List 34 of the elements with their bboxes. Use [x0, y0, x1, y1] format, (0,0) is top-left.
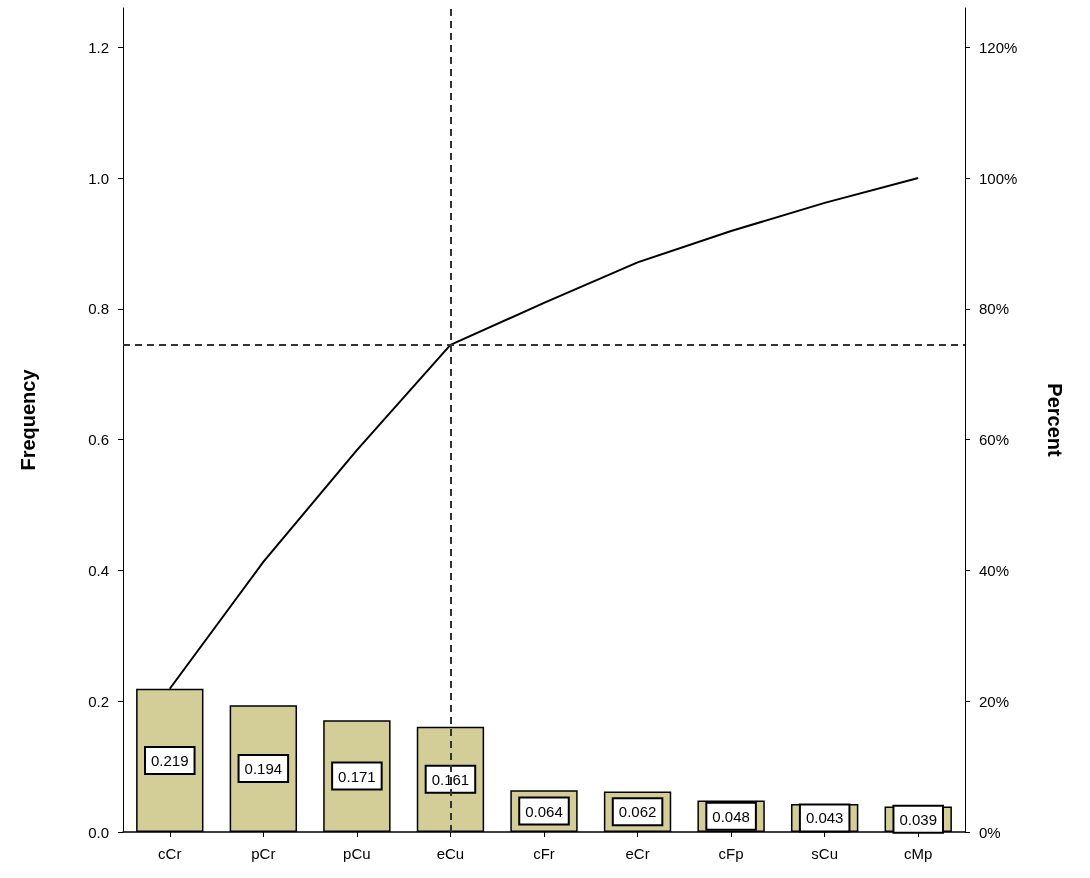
x-tick-label: cMp — [904, 845, 933, 862]
y2-tick-label: 100% — [979, 169, 1018, 187]
data-label: 0.171 — [338, 767, 376, 785]
data-label: 0.062 — [618, 803, 657, 821]
y2-axis-title: Percent — [1044, 383, 1066, 458]
y-tick-label: 0.0 — [88, 823, 109, 841]
y-tick-label: 0.8 — [88, 300, 109, 318]
data-label: 0.043 — [805, 809, 844, 827]
x-tick-label: cFp — [718, 845, 744, 862]
x-tick-label: pCu — [343, 845, 371, 862]
x-tick-label: pCr — [251, 845, 276, 862]
y-tick-label: 0.2 — [88, 692, 109, 710]
data-label: 0.039 — [899, 810, 937, 828]
y2-tick-label: 120% — [979, 38, 1018, 56]
data-label: 0.064 — [525, 802, 563, 820]
y2-tick-label: 0% — [979, 823, 1001, 841]
y2-tick-label: 80% — [979, 300, 1010, 318]
y-tick-label: 1.2 — [88, 38, 109, 56]
y2-tick-label: 60% — [979, 431, 1010, 449]
data-label: 0.048 — [712, 807, 750, 825]
x-tick-label: eCu — [436, 845, 465, 862]
y2-tick-label: 20% — [979, 692, 1010, 710]
x-tick-label: cCr — [158, 845, 182, 862]
y-tick-label: 0.6 — [88, 431, 109, 449]
y-tick-label: 1.0 — [88, 169, 109, 187]
x-tick-label: eCr — [625, 845, 650, 862]
data-label: 0.194 — [244, 760, 283, 778]
y2-tick-label: 40% — [979, 561, 1010, 579]
data-label: 0.161 — [431, 770, 470, 788]
x-tick-label: sCu — [811, 845, 839, 862]
y-tick-label: 0.4 — [88, 561, 109, 579]
x-tick-label: cFr — [533, 845, 555, 862]
y-axis-title: Frequency — [17, 368, 39, 471]
data-label: 0.219 — [151, 751, 189, 769]
